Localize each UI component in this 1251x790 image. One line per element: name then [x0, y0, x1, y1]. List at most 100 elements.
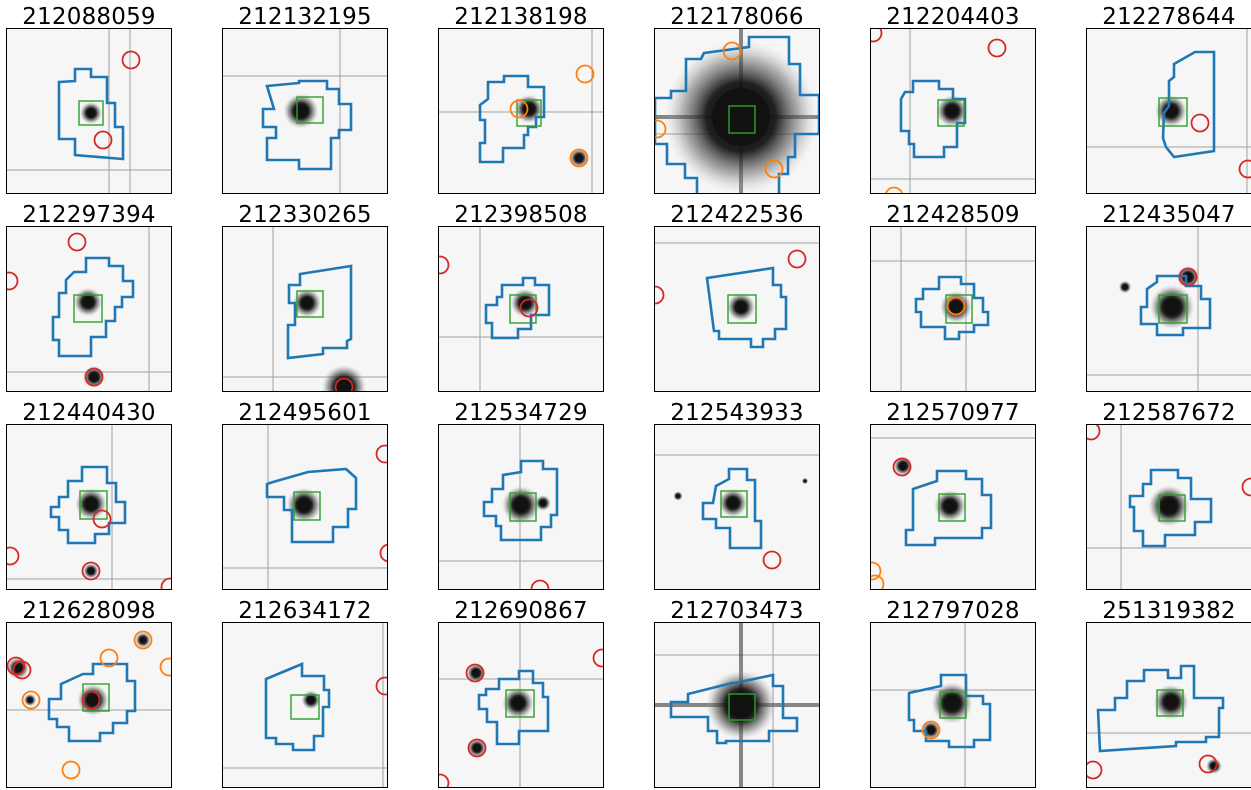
- target-box: [290, 694, 320, 720]
- panel-title: 212422536: [670, 202, 804, 228]
- source-core: [523, 103, 535, 115]
- aperture-outline: [265, 467, 358, 544]
- faint-neighbor-marker: [21, 690, 41, 710]
- cutout-plot: [1087, 425, 1251, 589]
- cutout-plot: [223, 623, 387, 787]
- bright-neighbor-marker: [439, 255, 450, 275]
- source-core: [140, 637, 146, 643]
- bright-neighbor-marker: [12, 660, 32, 680]
- bright-neighbor-marker: [987, 38, 1007, 58]
- bright-neighbor-marker: [655, 285, 665, 305]
- cutout-plot: [439, 425, 603, 589]
- aperture-outline: [477, 669, 550, 746]
- faint-neighbor-marker: [722, 41, 742, 61]
- cutout-panel: 212440430: [6, 400, 172, 590]
- panel-title: 212495601: [238, 400, 372, 426]
- cutout-plot: [223, 425, 387, 589]
- cutout-plot: [7, 425, 171, 589]
- source-core: [803, 479, 807, 483]
- aperture-outline: [264, 662, 331, 752]
- target-box: [720, 490, 748, 518]
- panel-title: 212534729: [454, 400, 588, 426]
- source-core: [712, 88, 770, 146]
- aperture-outline: [655, 35, 819, 193]
- bright-neighbor-marker: [93, 130, 113, 150]
- image-cutout: [1086, 226, 1251, 392]
- faint-neighbor-marker: [921, 720, 941, 740]
- bright-neighbor-marker: [530, 579, 550, 589]
- source-core: [946, 105, 958, 117]
- panel-title: 212297394: [22, 202, 156, 228]
- aperture-outline: [1128, 468, 1213, 548]
- image-cutout: [1086, 28, 1251, 194]
- target-box: [938, 493, 966, 522]
- aperture-outline: [669, 673, 799, 745]
- bright-neighbor-marker: [1087, 425, 1101, 441]
- faint-neighbor-marker: [99, 648, 119, 668]
- image-cutout: [222, 28, 388, 194]
- source-core: [307, 696, 315, 704]
- cutout-panel: 212534729: [438, 400, 604, 590]
- cutout-panel: 212543933: [654, 400, 820, 590]
- faint-neighbor-marker: [61, 760, 81, 780]
- source-core: [944, 695, 960, 711]
- cutout-plot: [1087, 227, 1251, 391]
- aperture-outline: [701, 467, 763, 550]
- cutout-plot: [223, 29, 387, 193]
- source-core: [727, 497, 739, 509]
- panel-title: 212797028: [886, 598, 1020, 624]
- faint-neighbor-marker: [159, 657, 171, 677]
- cutout-panel: 212422536: [654, 202, 820, 392]
- cutout-plot: [871, 623, 1035, 787]
- image-cutout: [654, 226, 820, 392]
- target-box: [728, 105, 756, 134]
- target-box: [293, 491, 321, 521]
- panel-title: 212132195: [238, 4, 372, 30]
- target-box: [509, 294, 537, 324]
- source-core: [294, 104, 308, 118]
- panel-title: 212628098: [22, 598, 156, 624]
- cutout-panel: 212495601: [222, 400, 388, 590]
- source-core: [899, 462, 907, 470]
- cutout-panel: 212398508: [438, 202, 604, 392]
- bright-neighbor-marker: [592, 648, 603, 668]
- bright-neighbor-marker: [121, 50, 141, 70]
- cutout-plot: [223, 227, 387, 391]
- source-core: [89, 372, 99, 382]
- cutout-panel: 212088059: [6, 4, 172, 194]
- target-box: [939, 691, 967, 719]
- bright-neighbor-marker: [519, 298, 539, 318]
- source-core: [472, 669, 480, 677]
- image-cutout: [654, 28, 820, 194]
- aperture-outline: [899, 79, 967, 159]
- cutout-plot: [7, 29, 171, 193]
- cutout-plot: [655, 29, 819, 193]
- cutout-plot: [439, 623, 603, 787]
- bright-neighbor-marker: [92, 509, 112, 529]
- source-core: [88, 568, 94, 574]
- image-cutout: [6, 226, 172, 392]
- image-cutout: [870, 622, 1036, 788]
- faint-neighbor-marker: [946, 296, 966, 316]
- source-core: [27, 697, 33, 703]
- aperture-outline: [484, 276, 551, 340]
- target-box: [1158, 294, 1188, 324]
- source-core: [540, 500, 546, 506]
- image-cutout: [870, 28, 1036, 194]
- bright-neighbor-marker: [439, 773, 450, 787]
- source-core: [335, 378, 353, 391]
- source-core: [944, 500, 956, 512]
- panel-title: 212543933: [670, 400, 804, 426]
- aperture-outline: [478, 74, 546, 164]
- cutout-panel: 212703473: [654, 598, 820, 788]
- panel-title: 251319382: [1102, 598, 1236, 624]
- panel-title: 212398508: [454, 202, 588, 228]
- bright-neighbor-marker: [1238, 159, 1251, 179]
- bright-neighbor-marker: [375, 676, 387, 696]
- bright-neighbor-marker: [160, 577, 171, 589]
- target-box: [727, 294, 757, 324]
- bright-neighbor-marker: [81, 561, 101, 581]
- bright-neighbor-marker: [7, 271, 19, 291]
- cutout-panel: 212628098: [6, 598, 172, 788]
- cutout-plot: [7, 227, 171, 391]
